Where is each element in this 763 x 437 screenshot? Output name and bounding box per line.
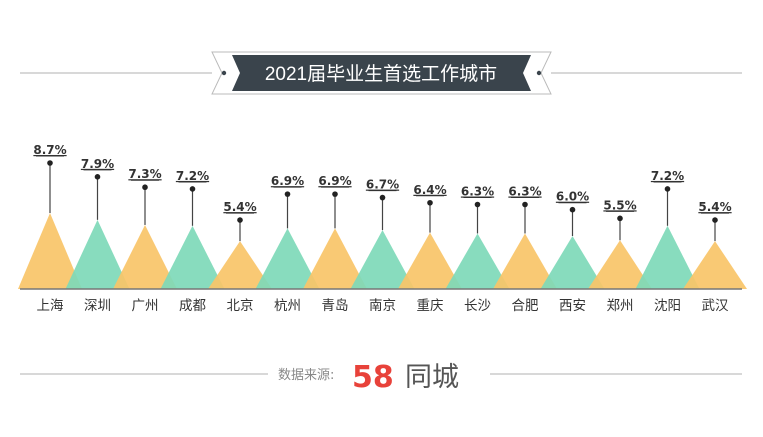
value-dot bbox=[237, 217, 243, 223]
value-label: 6.3% bbox=[461, 185, 494, 199]
value-label: 7.3% bbox=[128, 167, 161, 181]
value-dot bbox=[189, 186, 196, 192]
category-label: 青岛 bbox=[322, 298, 349, 314]
category-label: 北京 bbox=[227, 298, 254, 314]
category-label: 沈阳 bbox=[654, 298, 681, 314]
value-label: 5.4% bbox=[698, 200, 731, 214]
value-label: 8.7% bbox=[33, 143, 66, 157]
value-label: 6.3% bbox=[508, 185, 541, 199]
category-label: 西安 bbox=[559, 298, 586, 314]
triangle-bar bbox=[493, 233, 557, 289]
value-dot bbox=[712, 217, 718, 223]
58-logo: 58 同城 bbox=[352, 360, 459, 395]
value-label: 6.9% bbox=[318, 174, 351, 188]
triangle-bar bbox=[350, 230, 415, 289]
triangle-bar bbox=[588, 240, 652, 289]
value-dot bbox=[474, 201, 481, 208]
value-label: 7.2% bbox=[651, 169, 684, 183]
triangle-bar bbox=[540, 236, 605, 289]
value-dot bbox=[379, 194, 386, 201]
triangle-bar bbox=[65, 219, 130, 289]
value-dot bbox=[284, 191, 291, 197]
triangle-bar bbox=[635, 225, 700, 289]
category-label: 郑州 bbox=[607, 298, 634, 314]
category-label: 长沙 bbox=[464, 298, 491, 314]
value-dot bbox=[142, 184, 148, 191]
triangle-bar bbox=[398, 232, 462, 289]
category-label: 广州 bbox=[132, 298, 159, 314]
value-label: 7.2% bbox=[176, 169, 209, 183]
value-dot bbox=[617, 215, 623, 222]
value-label: 6.7% bbox=[366, 178, 399, 192]
value-label: 6.0% bbox=[556, 190, 589, 204]
triangle-bar bbox=[113, 224, 177, 289]
value-label: 6.9% bbox=[271, 174, 304, 188]
triangle-bar bbox=[255, 228, 320, 289]
triangle-bar bbox=[303, 228, 367, 289]
source-label: 数据来源: bbox=[278, 368, 334, 383]
logo-text: 同城 bbox=[405, 362, 459, 393]
value-dot bbox=[522, 201, 528, 208]
triangle-bar bbox=[160, 225, 225, 289]
category-label: 武汉 bbox=[702, 298, 730, 314]
category-label: 深圳 bbox=[84, 298, 111, 314]
chart-title: 2021届毕业生首选工作城市 bbox=[265, 63, 497, 85]
triangle-bar bbox=[208, 241, 272, 289]
value-dot bbox=[94, 174, 101, 180]
value-label: 5.5% bbox=[603, 198, 636, 212]
title-banner: 2021届毕业生首选工作城市 bbox=[20, 51, 742, 95]
category-label: 南京 bbox=[369, 298, 396, 314]
value-label: 5.4% bbox=[223, 200, 256, 214]
value-dot bbox=[47, 160, 53, 166]
category-label: 重庆 bbox=[417, 298, 444, 314]
value-label: 6.4% bbox=[413, 183, 446, 197]
triangle-bar bbox=[445, 233, 510, 289]
triangle-bar bbox=[683, 241, 747, 289]
category-label: 上海 bbox=[37, 298, 64, 314]
category-label: 杭州 bbox=[274, 298, 301, 314]
value-label: 7.9% bbox=[81, 157, 114, 171]
value-dot bbox=[664, 186, 671, 192]
value-dot bbox=[427, 199, 433, 206]
logo-number: 58 bbox=[352, 360, 394, 395]
category-label: 成都 bbox=[179, 298, 206, 314]
value-dot bbox=[332, 191, 338, 197]
footer: 数据来源: 58 同城 bbox=[20, 360, 742, 395]
category-label: 合肥 bbox=[512, 298, 539, 314]
value-dot bbox=[569, 206, 576, 213]
triangle-bar bbox=[18, 213, 82, 289]
